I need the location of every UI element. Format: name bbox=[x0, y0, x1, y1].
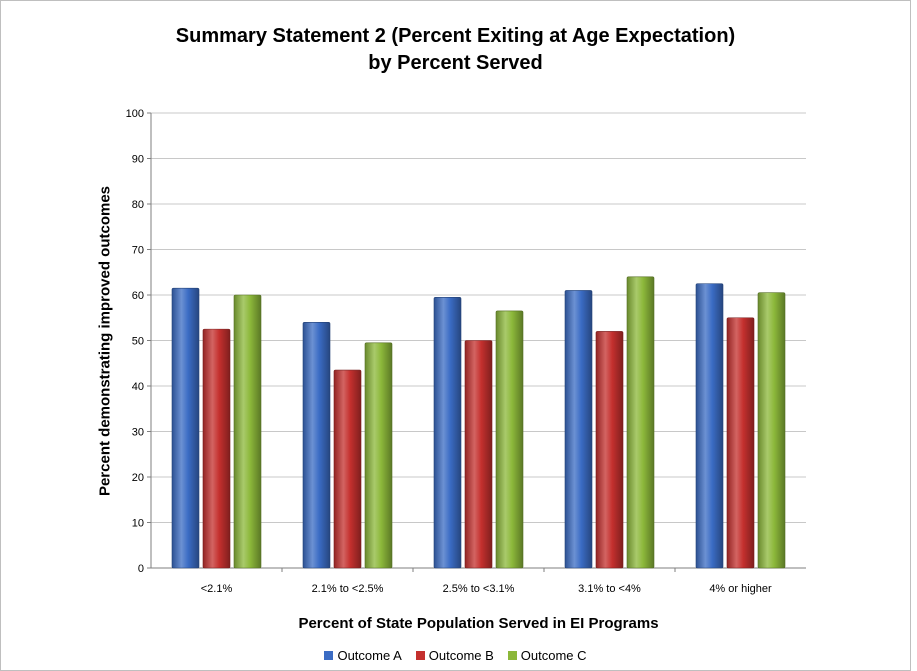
chart-title: Summary Statement 2 (Percent Exiting at … bbox=[1, 23, 910, 77]
tick-labels: 0 10 20 30 40 50 60 70 80 90 100 <2.1% 2.1% to <2.5%… bbox=[126, 108, 772, 595]
legend-swatch bbox=[507, 651, 517, 660]
y-tick-label: 60 bbox=[132, 290, 144, 302]
bars bbox=[171, 276, 786, 569]
legend: Outcome A Outcome B Outcome C bbox=[1, 648, 910, 663]
legend-label: Outcome B bbox=[428, 648, 494, 663]
y-axis-title: Percent demonstrating improved outcomes bbox=[96, 185, 114, 497]
y-tick-label: 50 bbox=[132, 336, 144, 348]
y-tick-label: 20 bbox=[132, 472, 144, 484]
x-tick-label: 2.1% to <2.5% bbox=[312, 583, 384, 595]
bar-outcome-b bbox=[333, 369, 362, 569]
bar-outcome-b bbox=[726, 317, 755, 569]
y-tick-label: 70 bbox=[132, 245, 144, 257]
y-tick-label: 90 bbox=[132, 154, 144, 166]
legend-label: Outcome C bbox=[520, 648, 587, 663]
y-tick-label: 10 bbox=[132, 518, 144, 530]
bar-outcome-c bbox=[757, 292, 786, 569]
bar-outcome-a bbox=[433, 296, 462, 569]
bar-outcome-a bbox=[302, 321, 331, 569]
y-tick-label: 80 bbox=[132, 199, 144, 211]
y-tick-label: 100 bbox=[126, 108, 144, 120]
legend-swatch bbox=[415, 651, 425, 660]
bar-outcome-b bbox=[202, 328, 231, 569]
chart-title-line1: Summary Statement 2 (Percent Exiting at … bbox=[175, 25, 736, 47]
x-tick-label: <2.1% bbox=[201, 583, 233, 595]
legend-swatch bbox=[324, 651, 334, 660]
bar-outcome-c bbox=[626, 276, 655, 569]
x-axis-title: Percent of State Population Served in EI… bbox=[298, 615, 659, 632]
bar-outcome-c bbox=[233, 294, 262, 569]
y-tick-label: 0 bbox=[138, 563, 144, 575]
y-tick-label: 30 bbox=[132, 427, 144, 439]
legend-item-outcome-a: Outcome A bbox=[324, 648, 402, 663]
x-tick-label: 4% or higher bbox=[709, 583, 772, 595]
x-tick-label: 3.1% to <4% bbox=[578, 583, 641, 595]
bar-outcome-c bbox=[495, 310, 524, 569]
y-tick-label: 40 bbox=[132, 381, 144, 393]
bar-outcome-a bbox=[695, 283, 724, 569]
bar-outcome-b bbox=[464, 340, 493, 569]
legend-item-outcome-c: Outcome C bbox=[507, 648, 587, 663]
bar-outcome-b bbox=[595, 331, 624, 569]
chart-title-line2: by Percent Served bbox=[368, 52, 543, 74]
legend-label: Outcome A bbox=[337, 648, 402, 663]
bar-outcome-a bbox=[171, 287, 200, 569]
x-tick-label: 2.5% to <3.1% bbox=[443, 583, 515, 595]
bar-outcome-c bbox=[364, 342, 393, 569]
bar-outcome-a bbox=[564, 290, 593, 569]
legend-item-outcome-b: Outcome B bbox=[415, 648, 494, 663]
